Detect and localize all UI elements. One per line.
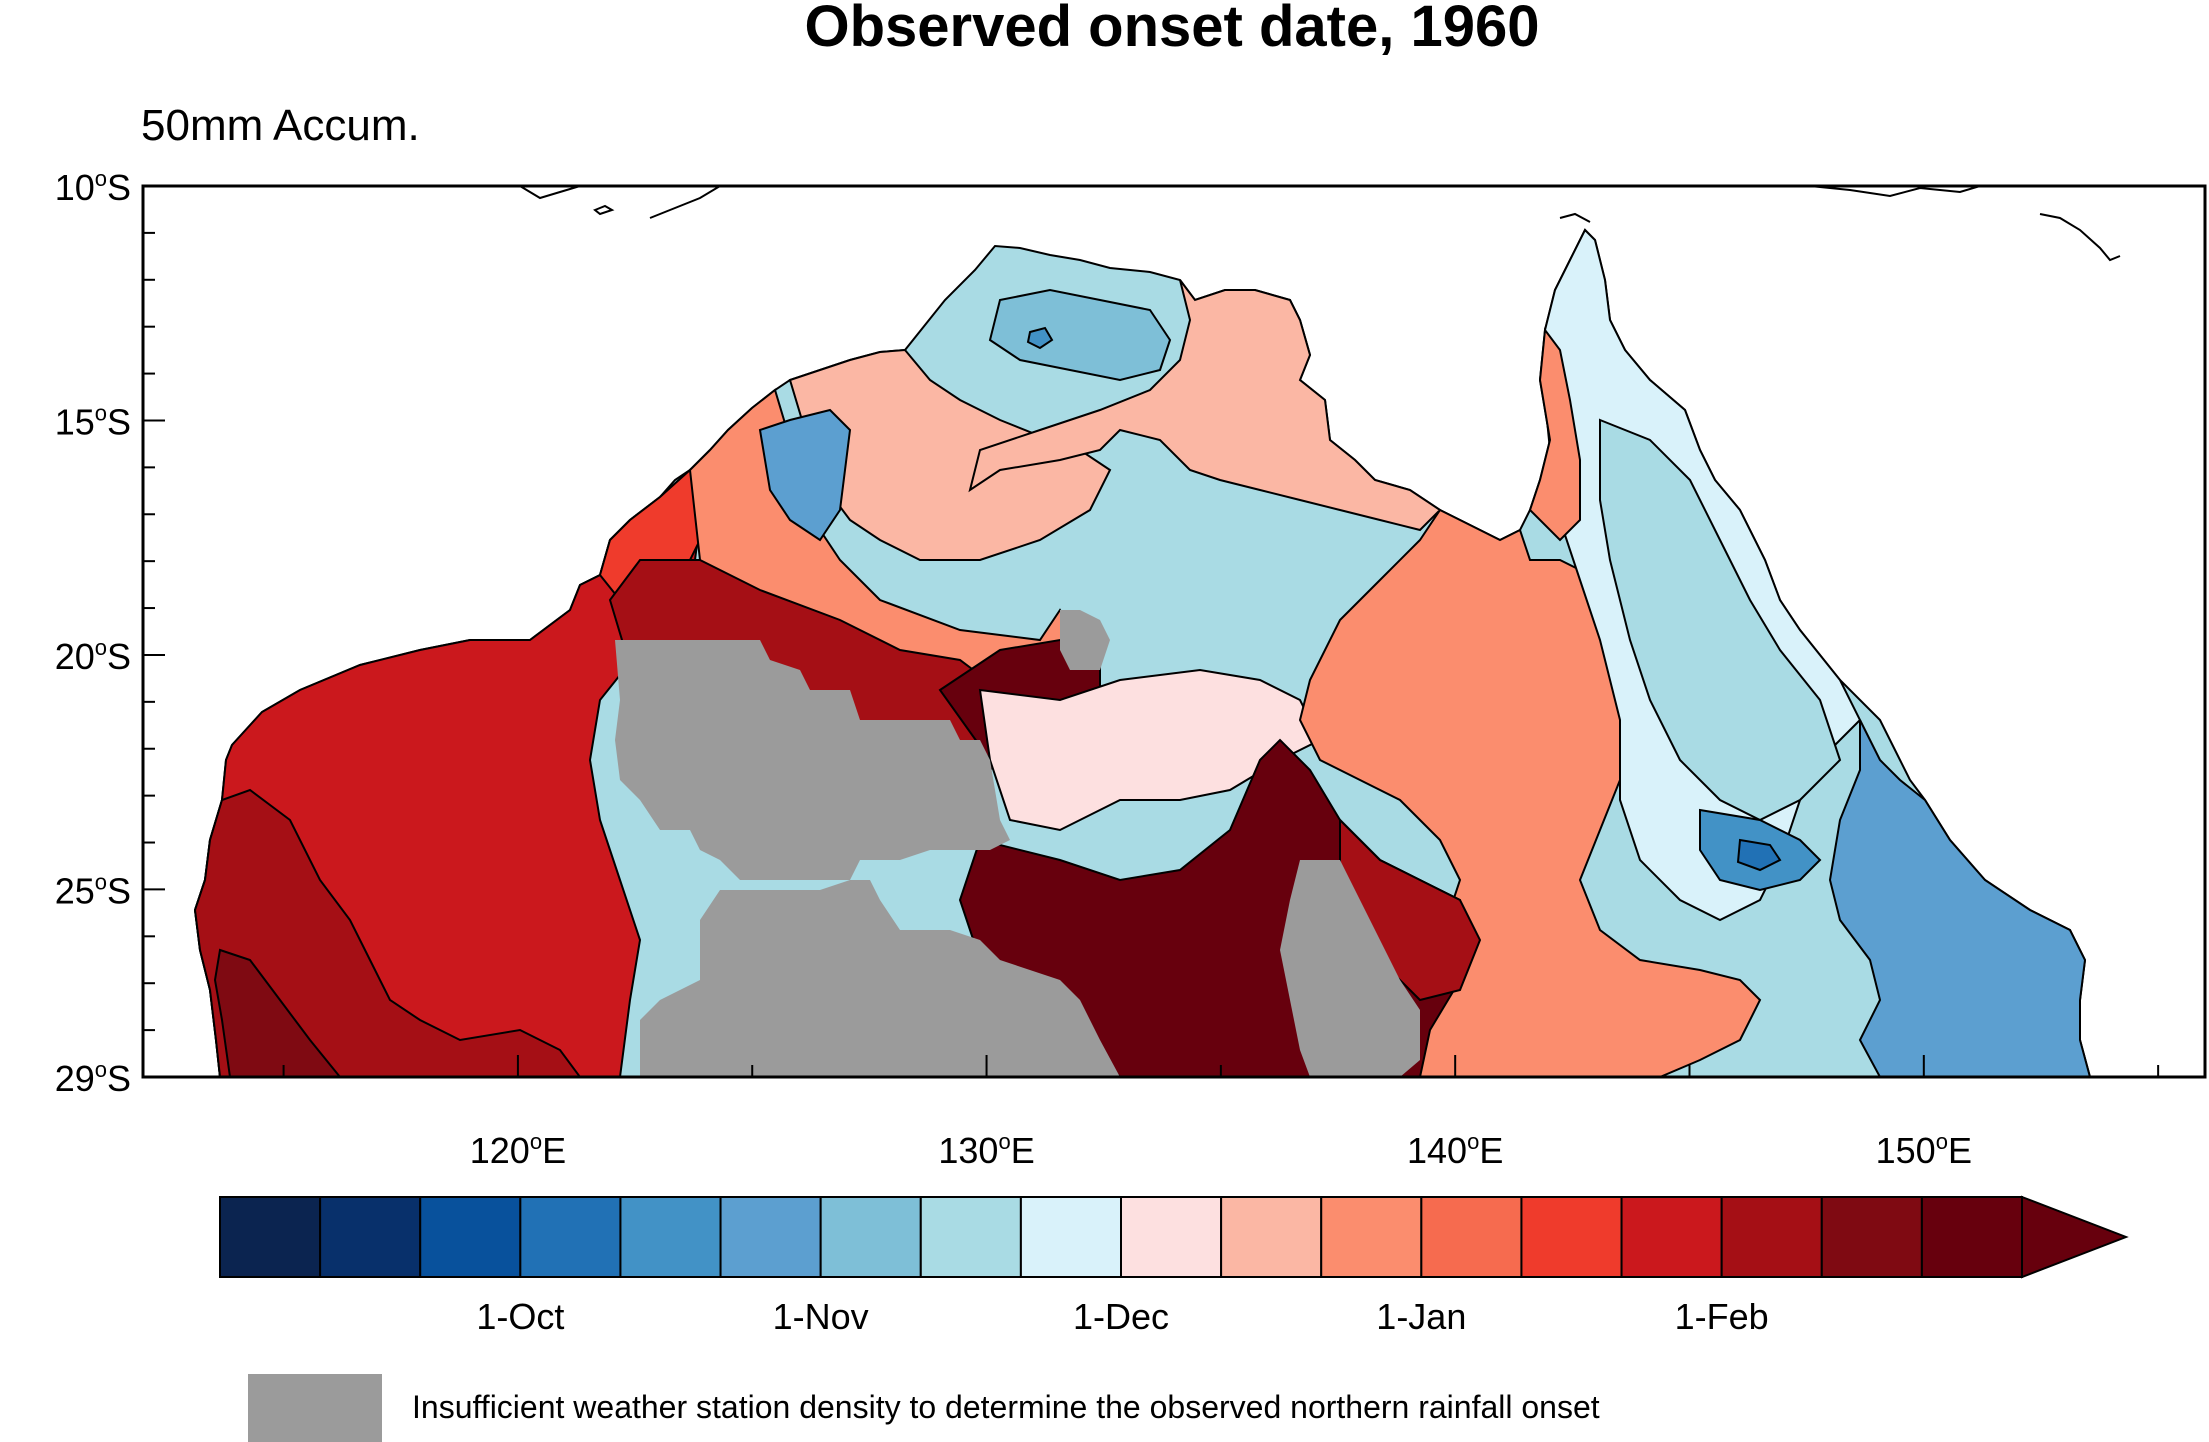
northern-islands [519,186,2121,262]
insufficient-data-mask [615,610,1420,1077]
colorbar-bin [1520,1196,1623,1278]
island-fragment-2 [649,186,721,219]
field-arnhem-blue [988,288,1172,382]
field-southwest-darkred [193,788,582,1077]
map-title: Observed onset date, 1960 [805,0,1540,59]
field-gulf-salmon [1528,327,1581,542]
colorbar: 1-Oct 1-Nov 1-Dec 1-Jan 1-Feb [219,1195,2129,1337]
onset-fields [193,228,2092,1077]
colorbar-bin [319,1196,422,1278]
lon-tick-label: 140oE [1407,1129,1503,1171]
field-southwest-maroon [213,948,342,1077]
legend-label: Insufficient weather station density to … [412,1389,1600,1425]
colorbar-bin [519,1196,622,1278]
colorbar-bin [1720,1196,1823,1278]
field-seqld-deepblue [1736,838,1782,872]
longitude-axis: 120oE 130oE 140oE 150oE [282,1055,2160,1171]
island-timor-coast [519,186,581,200]
colorbar-bin [1820,1196,1923,1278]
lon-tick-label: 150oE [1876,1129,1972,1171]
colorbar-bin [919,1196,1022,1278]
lat-tick-label: 10oS [55,166,131,208]
field-seqld-blue [1828,719,2092,1077]
lat-tick-label: 15oS [55,400,131,442]
colorbar-bin [1620,1196,1723,1278]
colorbar-label: 1-Feb [1675,1296,1769,1337]
colorbar-extend-arrow [2021,1195,2129,1279]
colorbar-label: 1-Oct [476,1296,564,1337]
lat-tick-label: 20oS [55,635,131,677]
colorbar-label: 1-Nov [773,1296,869,1337]
colorbar-bin [719,1196,822,1278]
map-subtitle: 50mm Accum. [141,101,420,150]
colorbar-label: 1-Dec [1073,1296,1169,1337]
field-kimberley-blue [758,408,852,542]
island-fragment-3 [2039,213,2121,262]
colorbar-bin [1120,1196,1223,1278]
colorbar-bin [1220,1196,1323,1278]
map-area [143,186,2205,1077]
lon-tick-label: 130oE [938,1129,1034,1171]
island-newguinea-coast [1809,186,1981,198]
colorbar-bin [619,1196,722,1278]
grey-mask-north [1060,610,1110,670]
field-east-salmon [1298,508,1762,1077]
colorbar-bin [419,1196,522,1278]
island-fragment-1 [593,204,615,216]
latitude-axis: 10oS 15oS 20oS 25oS 29oS [55,166,165,1099]
lat-tick-label: 29oS [55,1057,131,1099]
colorbar-bin [819,1196,922,1278]
grey-mask-east [1280,860,1420,1077]
grey-mask-west [615,640,1120,1077]
map-frame [141,184,2207,1079]
island-fragment-4 [1559,212,1591,223]
colorbar-label: 1-Jan [1376,1296,1466,1337]
colorbar-bin [1420,1196,1523,1278]
legend: Insufficient weather station density to … [248,1374,1600,1442]
colorbar-bin [1920,1196,2024,1278]
colorbar-bin [1019,1196,1123,1278]
legend-swatch [248,1374,382,1442]
field-qld-lightblue [1599,418,1842,822]
field-arnhem-deepblue [1026,326,1054,350]
lat-tick-label: 25oS [55,869,131,911]
colorbar-bin [219,1196,322,1278]
lon-tick-label: 120oE [470,1129,566,1171]
colorbar-bin [1320,1196,1423,1278]
field-topend-pink [968,279,1442,532]
